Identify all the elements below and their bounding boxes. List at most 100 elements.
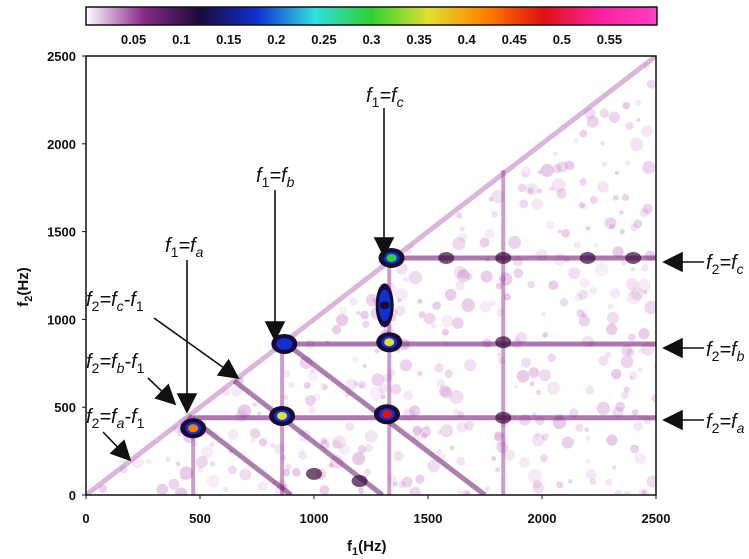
plot-frame (85, 55, 657, 496)
noise-speck (440, 424, 454, 438)
noise-speck (556, 188, 567, 199)
noise-speck (498, 272, 513, 286)
noise-speck (611, 368, 622, 380)
noise-speck (431, 323, 437, 329)
noise-speck (398, 480, 406, 489)
noise-speck (527, 187, 534, 194)
noise-speck (584, 427, 590, 433)
noise-speck (285, 463, 292, 471)
noise-speck (436, 430, 442, 435)
annotations: f1=fc f1=fb f1=fa f2=fc-f1 f2=fb-f1 f2=fa-f1 f… (86, 85, 745, 436)
noise-speck (282, 468, 291, 477)
noise-speck (288, 381, 295, 389)
noise-speck (579, 178, 587, 186)
noise-speck (491, 456, 497, 461)
noise-speck (362, 363, 367, 369)
x-tick-label: 0 (82, 511, 89, 526)
noise-speck (360, 310, 369, 320)
noise-speck (551, 178, 566, 193)
noise-speck (328, 462, 334, 469)
noise-speck (237, 404, 252, 418)
noise-speck (393, 450, 404, 462)
noise-speck (194, 489, 199, 495)
noise-speck (539, 369, 552, 382)
noise-speck (496, 441, 509, 454)
noise-speck (517, 183, 527, 193)
noise-speck (206, 474, 220, 488)
noise-speck (480, 270, 493, 283)
y-tick-label: 1500 (47, 225, 76, 240)
annotation-label: f2=fa (706, 411, 745, 436)
noise-speck (497, 352, 502, 357)
noise-speck (568, 267, 581, 280)
noise-speck (495, 282, 503, 290)
annotation-label: f2=fa-f1 (86, 406, 145, 431)
noise-speck (606, 323, 618, 335)
noise-speck (464, 490, 471, 495)
noise-speck (612, 194, 619, 201)
noise-speck (403, 390, 414, 401)
noise-speck (589, 286, 597, 295)
noise-speck (371, 373, 385, 387)
noise-speck (559, 298, 569, 307)
noise-speck (364, 429, 378, 443)
noise-speck (444, 369, 453, 379)
noise-speck (280, 454, 287, 461)
noise-speck (338, 443, 351, 456)
noise-speck (444, 288, 457, 301)
noise-speck (197, 467, 204, 473)
noise-speck (609, 287, 621, 299)
noise-speck (359, 490, 368, 495)
noise-speck (626, 348, 635, 357)
noise-speck (353, 381, 359, 387)
y-tick-label: 1000 (47, 312, 76, 327)
noise-speck (638, 328, 650, 340)
noise-speck (349, 297, 358, 306)
noise-speck (585, 385, 595, 395)
noise-speck (257, 481, 268, 492)
noise-speck (573, 138, 579, 144)
noise-speck (642, 203, 653, 215)
noise-speck (584, 107, 596, 120)
noise-speck (332, 435, 346, 449)
heatmap-layer (86, 56, 656, 495)
noise-speck (209, 460, 216, 467)
noise-speck (629, 137, 644, 152)
noise-speck (440, 314, 454, 328)
noise-speck (623, 490, 632, 495)
noise-speck (627, 333, 636, 342)
noise-speck (365, 293, 379, 307)
noise-speck (581, 203, 588, 210)
noise-speck (179, 476, 185, 481)
noise-speck (345, 421, 355, 431)
noise-speck (223, 486, 229, 492)
noise-speck (458, 233, 468, 243)
noise-speck (520, 166, 532, 178)
noise-speck (417, 371, 423, 377)
noise-speck (634, 452, 647, 465)
noise-speck (420, 426, 431, 438)
noise-speck (542, 332, 548, 338)
noise-speck (452, 408, 460, 416)
arrow-head (216, 358, 240, 380)
diagonal-band (86, 56, 656, 495)
noise-speck (319, 485, 330, 495)
colorbar-tick-label: 0.1 (172, 32, 190, 47)
noise-speck (383, 373, 393, 383)
x-tick-label: 1500 (414, 511, 443, 526)
noise-speck (622, 101, 631, 110)
noise-speck (496, 308, 505, 317)
noise-speck (528, 367, 540, 378)
noise-speck (636, 117, 641, 122)
noise-speck (598, 355, 609, 366)
plot-background (86, 56, 656, 495)
noise-speck (440, 386, 453, 399)
noise-speck (456, 269, 470, 283)
noise-speck (412, 425, 423, 436)
noise-speck (494, 432, 508, 446)
noise-speck (593, 243, 599, 248)
noise-speck (364, 443, 374, 453)
noise-speck (548, 280, 559, 291)
noise-speck (484, 485, 491, 492)
noise-speck (540, 454, 548, 463)
